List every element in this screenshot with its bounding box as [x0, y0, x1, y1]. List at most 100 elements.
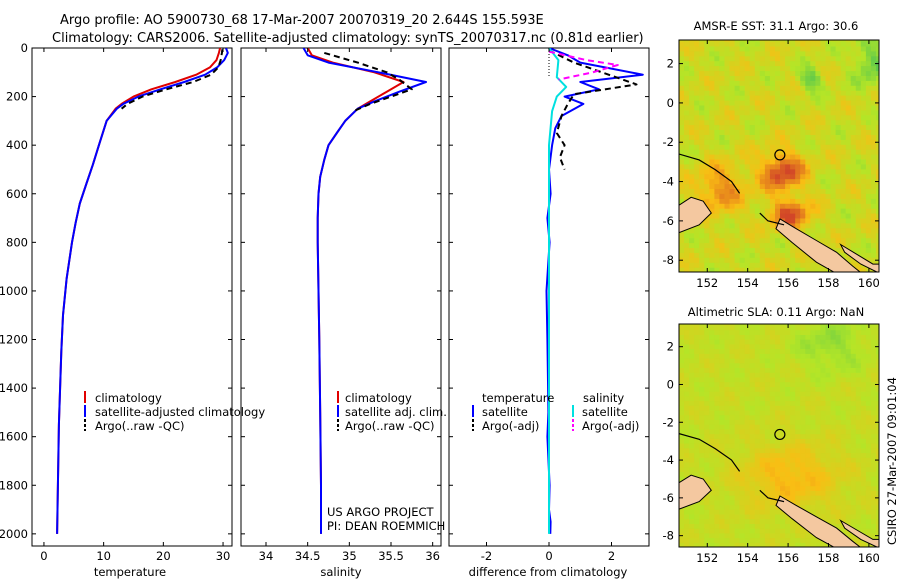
heatmap-cell: [830, 518, 837, 524]
heatmap-cell: [709, 462, 715, 468]
heatmap-cell: [820, 386, 827, 392]
heatmap-cell: [744, 252, 751, 258]
heatmap-cell: [739, 144, 746, 150]
heatmap-cell: [790, 183, 796, 189]
heatmap-cell: [754, 391, 761, 397]
heatmap-cell: [754, 247, 761, 253]
heatmap-cell: [724, 119, 731, 126]
heatmap-cell: [835, 462, 842, 468]
heatmap-cell: [865, 208, 872, 214]
heatmap-cell: [815, 343, 822, 350]
heatmap-cell: [845, 495, 852, 501]
heatmap-cell: [759, 124, 766, 130]
heatmap-cell: [870, 247, 877, 253]
heatmap-cell: [785, 443, 791, 449]
heatmap-cell: [850, 410, 857, 416]
heatmap-cell: [840, 386, 847, 392]
map-x-tick-label: 154: [737, 276, 759, 290]
heatmap-cell: [694, 262, 700, 268]
heatmap-cell: [684, 183, 690, 189]
heatmap-cell: [825, 154, 832, 160]
heatmap-cell: [805, 537, 811, 543]
heatmap-cell: [876, 447, 879, 454]
heatmap-cell: [739, 485, 746, 491]
heatmap-cell: [769, 457, 776, 463]
heatmap-cell: [835, 114, 842, 121]
heatmap-cell: [850, 139, 857, 145]
heatmap-cell: [800, 391, 806, 397]
heatmap-cell: [850, 476, 857, 482]
heatmap-cell: [704, 222, 710, 229]
heatmap-cell: [845, 203, 852, 209]
heatmap-cell: [876, 348, 879, 354]
heatmap-cell: [795, 119, 801, 126]
heatmap-cell: [704, 433, 710, 439]
heatmap-cell: [759, 60, 766, 67]
heatmap-cell: [870, 163, 877, 170]
heatmap-cell: [724, 419, 731, 425]
heatmap-cell: [739, 75, 746, 81]
heatmap-cell: [724, 457, 731, 463]
heatmap-cell: [870, 178, 877, 185]
heatmap-cell: [719, 149, 726, 155]
heatmap-cell: [870, 424, 877, 430]
heatmap-cell: [805, 213, 811, 219]
heatmap-cell: [855, 208, 862, 214]
heatmap-cell: [724, 528, 731, 534]
heatmap-cell: [835, 40, 842, 42]
heatmap-cell: [825, 343, 832, 350]
heatmap-cell: [780, 100, 786, 106]
heatmap-cell: [739, 193, 746, 199]
heatmap-cell: [810, 158, 816, 165]
heatmap-cell: [759, 391, 766, 397]
heatmap-cell: [724, 188, 731, 194]
heatmap-cell: [845, 405, 852, 411]
heatmap-cell: [815, 183, 822, 189]
heatmap-cell: [870, 462, 877, 468]
heatmap-cell: [699, 50, 705, 57]
heatmap-cell: [724, 490, 731, 496]
heatmap-cell: [815, 324, 822, 326]
heatmap-cell: [800, 198, 806, 204]
heatmap-cell: [694, 414, 700, 420]
heatmap-cell: [780, 367, 786, 373]
heatmap-cell: [689, 362, 695, 368]
heatmap-cell: [785, 168, 791, 175]
x-tick-label: -2: [481, 549, 492, 563]
heatmap-cell: [795, 528, 801, 534]
heatmap-cell: [850, 466, 857, 472]
heatmap-cell: [835, 348, 842, 354]
heatmap-cell: [855, 168, 862, 175]
heatmap-cell: [820, 124, 827, 130]
heatmap-cell: [850, 339, 857, 345]
heatmap-cell: [734, 438, 741, 444]
heatmap-cell: [764, 490, 771, 496]
heatmap-cell: [795, 55, 801, 62]
heatmap-cell: [729, 386, 736, 392]
heatmap-cell: [724, 405, 731, 411]
heatmap-cell: [785, 45, 791, 52]
heatmap-cell: [689, 144, 695, 150]
heatmap-cell: [840, 129, 847, 135]
heatmap-cell: [769, 348, 776, 354]
heatmap-cell: [764, 433, 771, 439]
heatmap-cell: [795, 334, 801, 340]
heatmap-cell: [684, 173, 690, 180]
heatmap-cell: [780, 178, 786, 185]
heatmap-cell: [744, 247, 751, 253]
heatmap-cell: [729, 504, 736, 510]
heatmap-cell: [724, 41, 731, 47]
heatmap-cell: [734, 262, 741, 268]
heatmap-cell: [684, 358, 690, 364]
heatmap-cell: [684, 119, 690, 126]
heatmap-cell: [835, 324, 842, 326]
heatmap-cell: [870, 45, 877, 52]
heatmap-cell: [719, 75, 726, 81]
heatmap-cell: [749, 414, 756, 420]
heatmap-cell: [734, 208, 741, 214]
heatmap-cell: [835, 188, 842, 194]
heatmap-cell: [689, 518, 695, 524]
heatmap-cell: [679, 334, 685, 340]
heatmap-cell: [764, 95, 771, 101]
heatmap-cell: [845, 348, 852, 354]
